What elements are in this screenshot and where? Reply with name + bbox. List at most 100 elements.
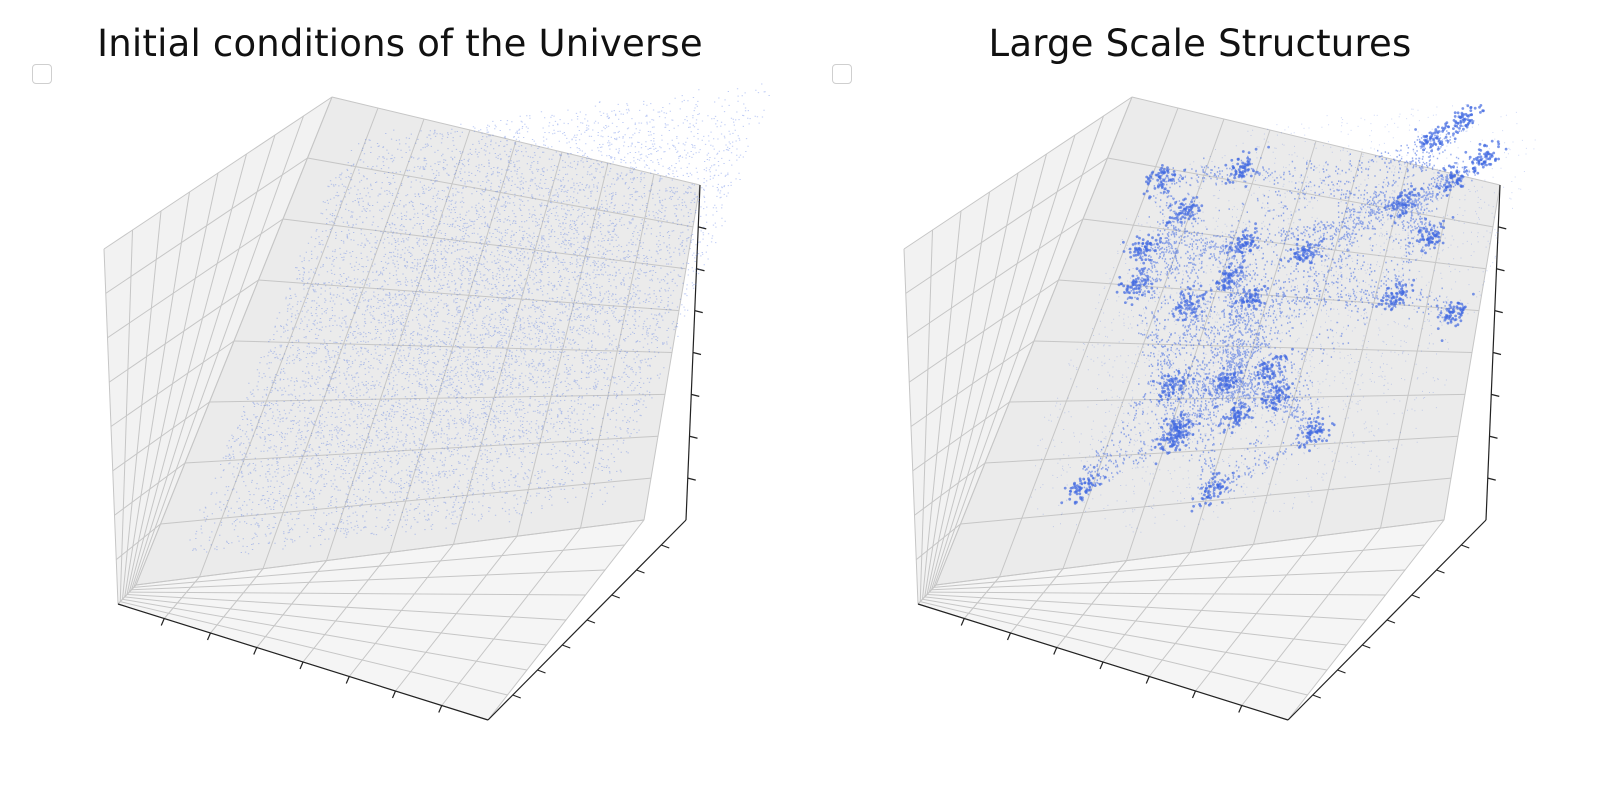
data-point [1390,291,1394,295]
data-point [1219,377,1222,381]
data-point [1270,382,1274,386]
data-point [1135,235,1139,239]
data-point [1181,209,1184,213]
data-point [1221,271,1225,275]
data-point [1429,142,1432,146]
data-point [1241,244,1245,247]
data-point [1427,243,1430,247]
3d-scatter-plot [903,96,1536,721]
data-point [1174,434,1178,438]
data-point [1289,248,1293,252]
gridline [348,544,454,677]
data-point [1432,224,1436,228]
data-point [1397,201,1401,205]
gridline [117,584,137,605]
data-point [1504,147,1508,151]
data-point [1158,382,1162,385]
data-point [1166,422,1169,426]
data-point [1266,364,1269,368]
gridline [935,519,1445,586]
data-point [1305,434,1308,438]
data-point [1177,213,1180,217]
data-point [1277,399,1281,403]
data-point [1215,472,1219,475]
data-point [1314,440,1318,443]
data-point [1256,236,1259,240]
data-point [1073,490,1077,494]
data-point [1298,258,1302,262]
gridline [110,340,235,427]
data-point [1284,393,1288,397]
data-point [1442,128,1445,132]
data-point [1224,487,1228,491]
data-point [1433,131,1437,135]
data-point [1398,301,1402,305]
data-point [1232,385,1236,388]
data-point [1223,384,1227,388]
data-point [1180,301,1183,305]
data-point [1468,113,1471,117]
data-point [1240,250,1244,254]
data-point [1227,386,1231,390]
data-point [1485,163,1488,167]
data-point [1187,425,1191,429]
data-point [1221,279,1224,282]
data-point [1238,314,1241,318]
data-point [1476,171,1480,175]
data-point [1317,244,1320,247]
data-point [1313,427,1317,430]
data-point [1298,256,1301,259]
data-point [1225,387,1229,391]
data-point [1215,391,1219,395]
data-point [1256,246,1259,250]
y-tick [537,669,546,674]
data-point [1203,493,1206,497]
data-point [1212,379,1215,383]
z-tick [1489,435,1498,439]
data-point [1182,435,1186,439]
data-point [1194,307,1198,311]
data-point [1169,377,1173,381]
z-tick [1487,477,1496,481]
data-point [1466,123,1470,127]
gridline [1380,173,1455,529]
data-point [1183,212,1187,216]
x-tick [391,690,397,699]
data-point [1322,237,1326,241]
data-point [1091,476,1095,480]
chart-title: Large Scale Structures [988,22,1412,65]
data-point [1231,181,1235,184]
data-point [1169,383,1172,386]
data-point [1076,484,1079,488]
data-point [1235,379,1238,383]
data-point [1178,425,1182,429]
data-point [1275,396,1279,400]
data-point [1271,376,1275,380]
data-point [1248,234,1252,238]
data-point [1126,287,1129,291]
data-point [1142,192,1146,196]
data-point [1179,384,1183,388]
data-point [1296,257,1299,261]
data-point [1266,380,1270,384]
data-point [1221,388,1225,392]
data-point [1411,193,1415,197]
data-point [1251,240,1255,244]
data-point [1239,369,1243,373]
data-point [1232,380,1235,384]
data-point [1456,177,1460,181]
data-point [1485,154,1489,158]
data-point [1174,422,1178,426]
data-point [1387,294,1390,298]
data-point [1279,357,1282,361]
data-point [1201,293,1205,297]
x-tick [345,676,350,684]
data-point [1178,420,1182,423]
data-point [1229,273,1232,277]
data-point [1410,205,1414,209]
data-point [1193,311,1197,314]
data-point [1253,231,1257,234]
data-point [1399,194,1403,198]
data-point [1224,245,1228,248]
data-point [1235,420,1239,424]
